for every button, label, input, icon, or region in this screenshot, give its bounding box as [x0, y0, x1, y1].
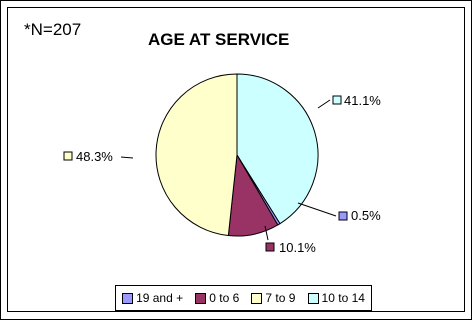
legend-label: 10 to 14 — [321, 291, 365, 305]
leader-line — [317, 99, 331, 109]
legend-label: 19 and + — [136, 291, 184, 305]
data-label-swatch — [338, 211, 348, 221]
data-label-swatch — [265, 242, 275, 252]
data-label: 48.3% — [76, 149, 113, 164]
legend-swatch — [251, 292, 263, 304]
pie-slice-10-to-14 — [236, 73, 319, 225]
legend-swatch — [307, 292, 319, 304]
leader-line — [120, 156, 134, 159]
chart-frame — [7, 7, 465, 312]
legend-swatch — [195, 292, 207, 304]
data-label-swatch — [63, 151, 73, 161]
legend-item: 10 to 14 — [307, 291, 365, 305]
legend-item: 19 and + — [122, 291, 183, 305]
leader-line — [297, 202, 337, 217]
data-label: 0.5% — [351, 208, 381, 223]
leader-line — [264, 225, 269, 241]
legend-swatch — [122, 292, 134, 304]
legend-label: 7 to 9 — [265, 291, 296, 305]
legend-item: 0 to 6 — [195, 291, 239, 305]
chart-title: AGE AT SERVICE — [148, 30, 290, 49]
legend-item: 7 to 9 — [251, 291, 295, 305]
chart-legend: 19 and + 0 to 6 7 to 9 10 to 14 — [115, 285, 372, 311]
sample-size-note: *N=207 — [24, 20, 82, 39]
data-label-swatch — [332, 95, 342, 105]
legend-label: 0 to 6 — [209, 291, 240, 305]
pie-slice-7-to-9 — [155, 73, 238, 237]
data-label: 10.1% — [279, 240, 316, 255]
data-label: 41.1% — [344, 93, 381, 108]
